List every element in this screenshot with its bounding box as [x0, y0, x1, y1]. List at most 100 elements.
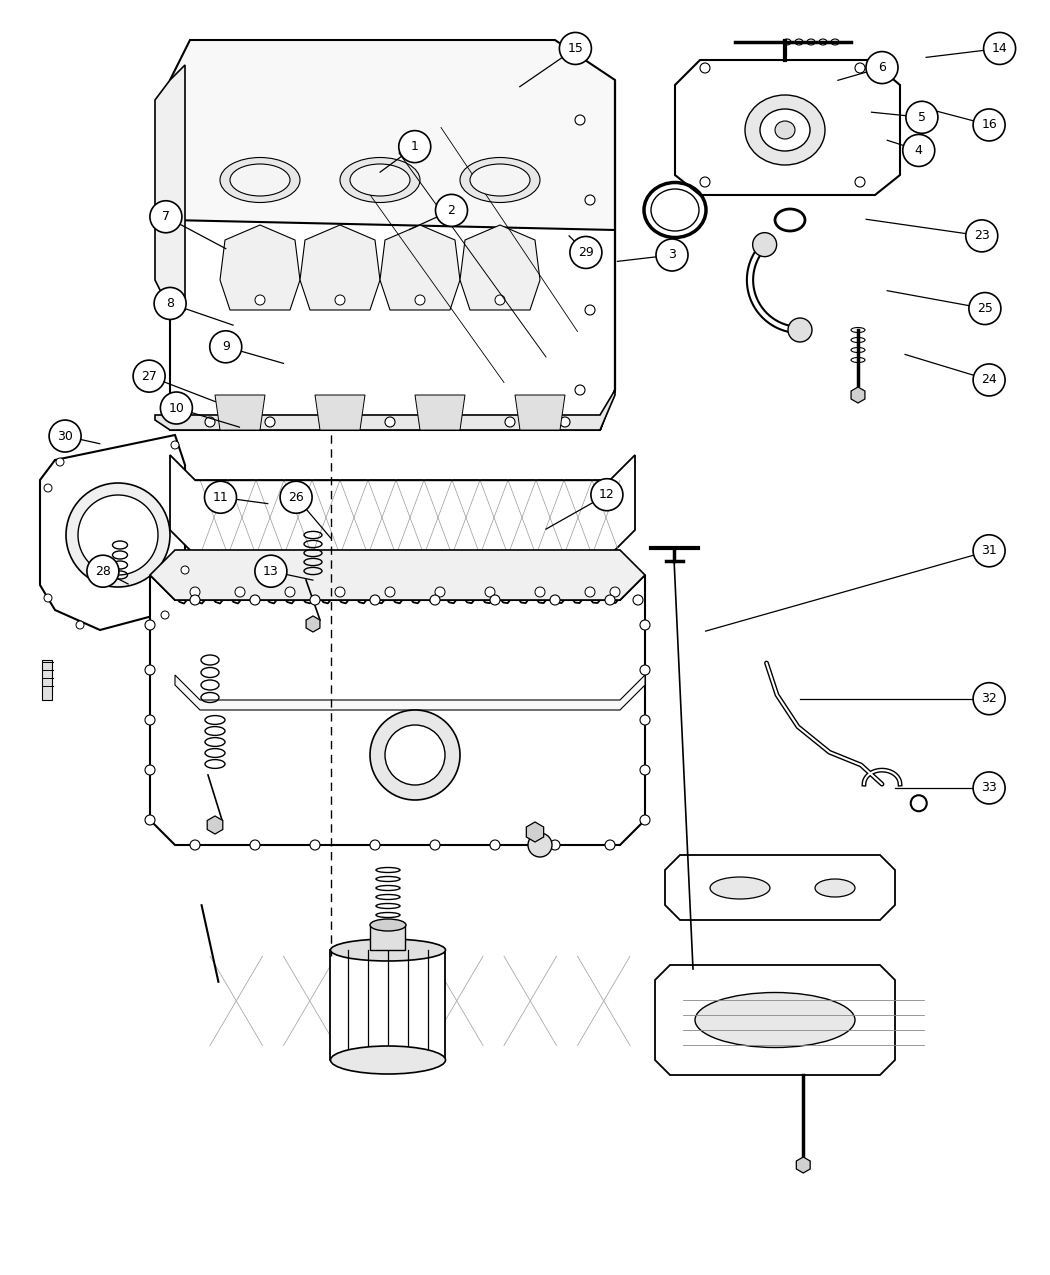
Circle shape [190, 595, 200, 606]
Polygon shape [514, 395, 565, 430]
Circle shape [310, 595, 320, 606]
Circle shape [76, 621, 84, 629]
Circle shape [335, 586, 345, 597]
Circle shape [700, 177, 710, 187]
Circle shape [640, 715, 650, 725]
Circle shape [585, 195, 595, 205]
Text: 31: 31 [981, 544, 996, 557]
Text: 24: 24 [981, 374, 996, 386]
Circle shape [640, 666, 650, 674]
Circle shape [973, 108, 1005, 142]
Circle shape [436, 194, 467, 227]
Circle shape [435, 586, 445, 597]
Circle shape [445, 417, 455, 427]
Ellipse shape [695, 992, 855, 1048]
Circle shape [44, 484, 52, 492]
Text: 8: 8 [166, 297, 174, 310]
Circle shape [145, 620, 155, 630]
Circle shape [133, 360, 165, 393]
Circle shape [250, 595, 260, 606]
Ellipse shape [331, 938, 445, 961]
Polygon shape [330, 950, 445, 1060]
Circle shape [154, 287, 186, 320]
Circle shape [326, 417, 335, 427]
Circle shape [265, 417, 275, 427]
Circle shape [984, 32, 1015, 65]
Circle shape [570, 236, 602, 269]
Circle shape [335, 295, 345, 305]
Circle shape [415, 295, 425, 305]
Polygon shape [380, 224, 460, 310]
Circle shape [605, 840, 615, 850]
Text: 2: 2 [447, 204, 456, 217]
Circle shape [973, 682, 1005, 715]
Circle shape [536, 586, 545, 597]
Ellipse shape [710, 877, 770, 899]
Polygon shape [175, 674, 645, 710]
Circle shape [385, 417, 395, 427]
Text: 33: 33 [981, 782, 996, 794]
Circle shape [66, 483, 170, 586]
Text: 5: 5 [918, 111, 926, 124]
Circle shape [973, 363, 1005, 397]
Circle shape [973, 771, 1005, 805]
Circle shape [527, 824, 543, 840]
Circle shape [610, 586, 620, 597]
Circle shape [145, 715, 155, 725]
Circle shape [181, 566, 189, 574]
Circle shape [150, 200, 182, 233]
Circle shape [430, 595, 440, 606]
Circle shape [753, 232, 777, 256]
Polygon shape [170, 455, 635, 555]
Polygon shape [220, 224, 300, 310]
Circle shape [44, 594, 52, 602]
Polygon shape [370, 924, 405, 950]
Circle shape [605, 595, 615, 606]
Circle shape [505, 417, 514, 427]
Polygon shape [852, 388, 865, 403]
Text: 6: 6 [878, 61, 886, 74]
Text: 1: 1 [411, 140, 419, 153]
Circle shape [575, 115, 585, 125]
Circle shape [56, 458, 64, 465]
Circle shape [255, 555, 287, 588]
Circle shape [370, 595, 380, 606]
Text: 4: 4 [915, 144, 923, 157]
Text: 3: 3 [668, 249, 676, 261]
Circle shape [973, 534, 1005, 567]
Polygon shape [215, 395, 265, 430]
Polygon shape [315, 395, 365, 430]
Polygon shape [300, 224, 380, 310]
Text: 12: 12 [598, 488, 615, 501]
Ellipse shape [470, 164, 530, 196]
Circle shape [255, 295, 265, 305]
Circle shape [640, 815, 650, 825]
Ellipse shape [460, 158, 540, 203]
Circle shape [640, 620, 650, 630]
Circle shape [550, 595, 560, 606]
Circle shape [280, 481, 312, 514]
Circle shape [969, 292, 1001, 325]
Polygon shape [526, 822, 544, 842]
Circle shape [145, 815, 155, 825]
Circle shape [485, 586, 495, 597]
Polygon shape [460, 224, 540, 310]
Ellipse shape [331, 1046, 445, 1074]
Ellipse shape [815, 878, 855, 898]
Circle shape [640, 765, 650, 775]
Circle shape [190, 840, 200, 850]
Ellipse shape [760, 108, 810, 150]
Text: 25: 25 [976, 302, 993, 315]
Circle shape [560, 417, 570, 427]
Circle shape [560, 32, 591, 65]
Polygon shape [675, 60, 900, 195]
Circle shape [385, 586, 395, 597]
Text: 26: 26 [288, 491, 304, 504]
Circle shape [788, 317, 812, 342]
Circle shape [495, 295, 505, 305]
Text: 13: 13 [264, 565, 279, 578]
Polygon shape [150, 575, 645, 845]
Polygon shape [155, 390, 615, 430]
Polygon shape [42, 660, 52, 700]
Circle shape [285, 586, 295, 597]
